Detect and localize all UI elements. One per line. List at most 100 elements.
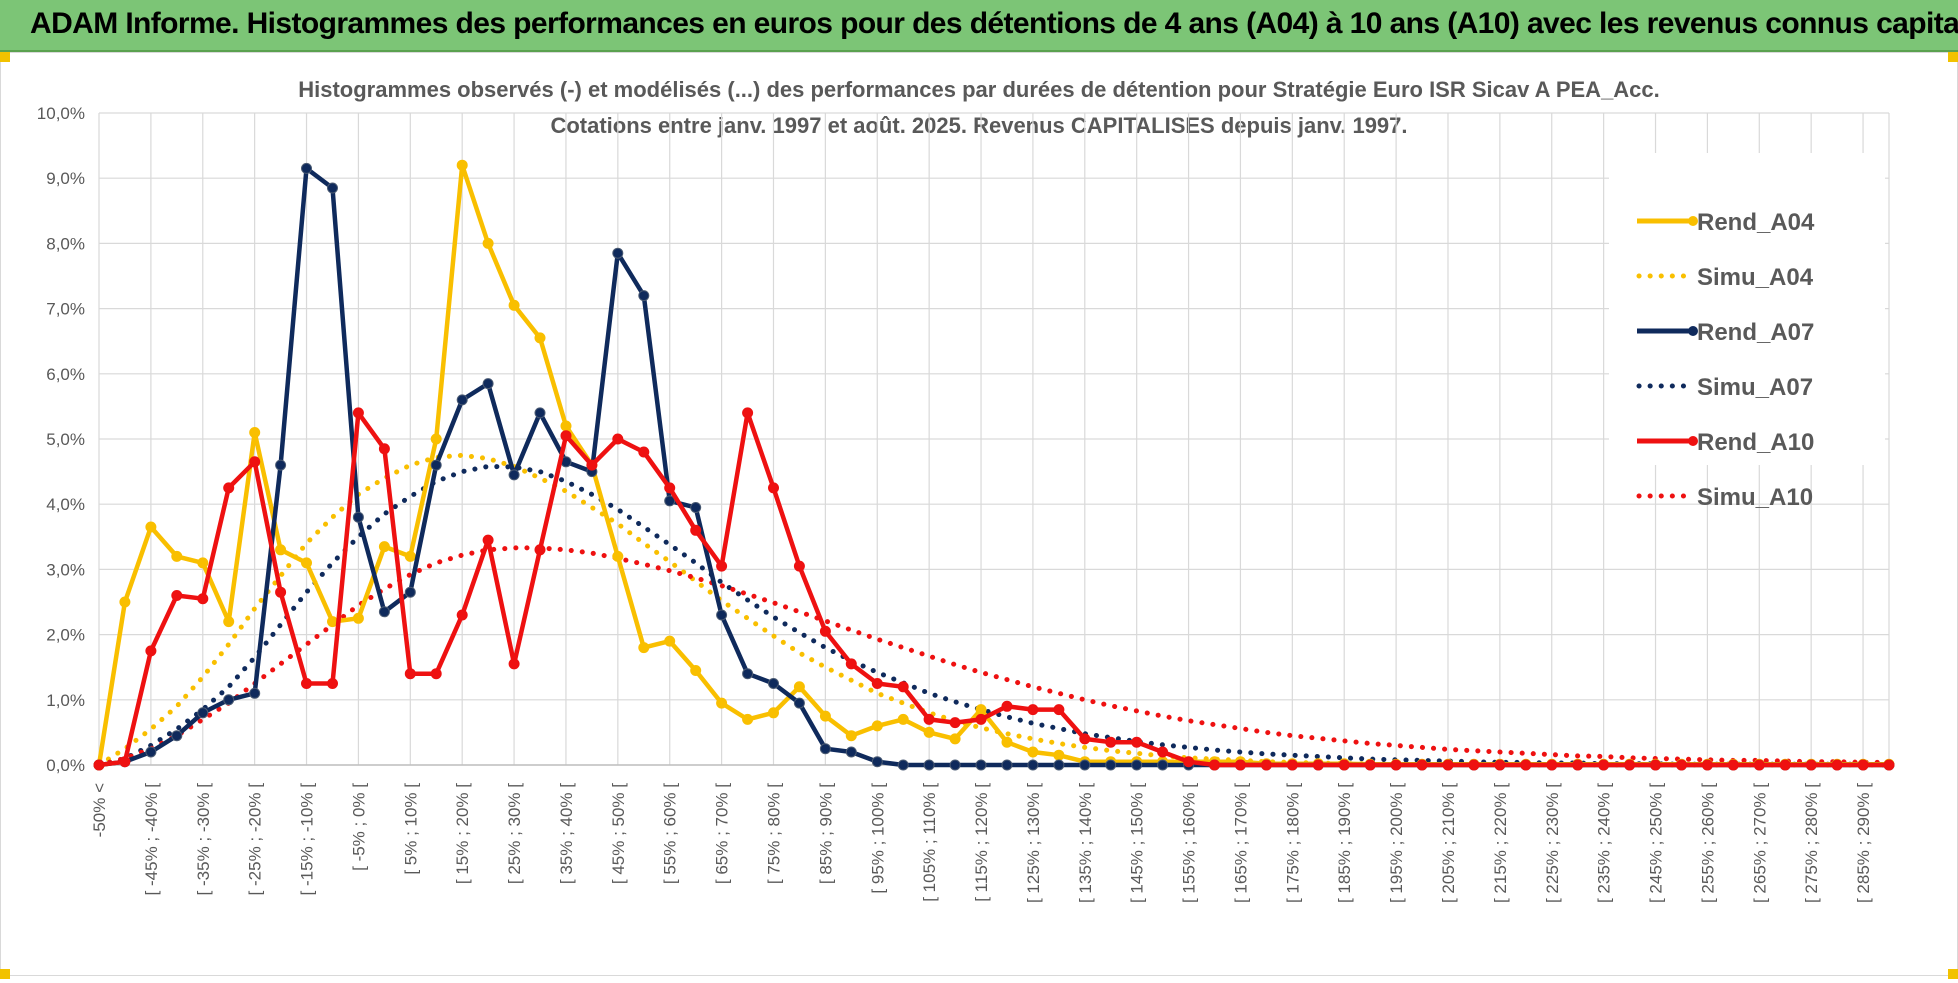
corner-mark-bottom-right xyxy=(1948,969,1958,979)
data-point-rend-a04 xyxy=(378,541,390,553)
data-point-rend-a10 xyxy=(1883,759,1895,771)
data-point-rend-a07 xyxy=(1131,759,1143,771)
data-point-rend-a04 xyxy=(560,420,572,432)
data-point-rend-a04 xyxy=(223,616,235,628)
series-line-rend-a10 xyxy=(98,410,1889,768)
data-point-rend-a10 xyxy=(1312,759,1324,771)
data-point-rend-a04 xyxy=(145,521,157,533)
data-point-rend-a10 xyxy=(1779,759,1791,771)
legend-label-simu-a10: Simu_A10 xyxy=(1697,484,1813,511)
data-point-rend-a04 xyxy=(923,726,935,738)
data-point-rend-a04 xyxy=(793,681,805,693)
legend-marker-rend-a10 xyxy=(1688,436,1698,446)
x-tick-label: [ 85% ; 90% [ xyxy=(816,783,835,884)
data-point-rend-a07 xyxy=(1027,759,1039,771)
data-point-rend-a10 xyxy=(404,668,416,680)
data-point-rend-a04 xyxy=(404,550,416,562)
data-point-rend-a10 xyxy=(1676,759,1687,771)
data-point-rend-a10 xyxy=(456,609,468,621)
x-tick-label: [ 25% ; 30% [ xyxy=(505,783,524,884)
data-point-rend-a07 xyxy=(768,678,779,689)
data-point-rend-a07 xyxy=(430,459,442,471)
data-point-rend-a04 xyxy=(456,159,468,171)
data-point-rend-a10 xyxy=(1338,759,1350,771)
data-point-rend-a10 xyxy=(638,446,650,458)
data-point-rend-a07 xyxy=(664,495,676,507)
data-point-rend-a04 xyxy=(119,596,131,608)
data-point-rend-a07 xyxy=(923,759,935,771)
data-point-rend-a04 xyxy=(301,557,312,569)
data-point-rend-a04 xyxy=(819,710,831,722)
data-point-rend-a04 xyxy=(482,237,494,249)
y-tick-label: 3,0% xyxy=(46,560,85,579)
x-tick-label: [ -35% ; -30% [ xyxy=(194,783,213,896)
data-point-rend-a10 xyxy=(1131,736,1143,748)
chart-area: Histogrammes observés (-) et modélisés (… xyxy=(0,52,1958,976)
data-point-rend-a10 xyxy=(897,681,909,693)
data-point-rend-a10 xyxy=(171,590,183,601)
data-point-rend-a07 xyxy=(1001,759,1013,771)
x-tick-label: [ -25% ; -20% [ xyxy=(246,783,265,896)
data-point-rend-a04 xyxy=(197,557,209,569)
data-point-rend-a04 xyxy=(871,720,883,732)
data-point-rend-a10 xyxy=(1831,759,1843,771)
data-point-rend-a10 xyxy=(1468,759,1480,771)
x-tick-label: [ 95% ; 100% [ xyxy=(868,783,887,894)
y-tick-label: 9,0% xyxy=(46,169,85,188)
data-point-rend-a04 xyxy=(1027,746,1039,758)
data-point-rend-a04 xyxy=(949,733,961,745)
x-tick-label: [ 175% ; 180% [ xyxy=(1283,783,1302,903)
data-point-rend-a10 xyxy=(1598,759,1610,771)
x-tick-label: [ 125% ; 130% [ xyxy=(1024,783,1043,903)
data-point-rend-a07 xyxy=(1079,759,1091,771)
x-tick-label: [ 135% ; 140% [ xyxy=(1076,783,1095,903)
data-point-rend-a07 xyxy=(1157,759,1169,771)
data-point-rend-a07 xyxy=(793,697,805,709)
data-point-rend-a10 xyxy=(145,645,157,657)
data-point-rend-a07 xyxy=(456,394,468,406)
data-point-rend-a07 xyxy=(223,694,235,706)
data-point-rend-a10 xyxy=(430,668,442,680)
data-point-rend-a04 xyxy=(742,713,754,725)
data-point-rend-a10 xyxy=(1001,700,1013,712)
x-tick-label: [ 215% ; 220% [ xyxy=(1491,783,1510,903)
data-point-rend-a10 xyxy=(664,482,676,494)
data-point-rend-a04 xyxy=(1001,736,1013,748)
data-point-rend-a10 xyxy=(1390,759,1402,771)
data-point-rend-a10 xyxy=(1442,759,1454,771)
data-point-rend-a04 xyxy=(171,550,183,562)
x-axis-ticks: -50% < [ -45% ; -40% [[ -35% ; -30% [[ -2… xyxy=(90,783,1873,903)
data-point-rend-a07 xyxy=(975,759,987,771)
x-tick-label: [ 105% ; 110% [ xyxy=(920,783,939,902)
series-line-simu-a10 xyxy=(96,545,1892,768)
legend-box xyxy=(1609,153,1885,465)
data-point-rend-a10 xyxy=(975,713,987,725)
data-point-rend-a07 xyxy=(404,586,416,598)
data-point-rend-a10 xyxy=(1857,759,1869,771)
data-point-rend-a10 xyxy=(1494,759,1506,771)
data-point-rend-a07 xyxy=(1105,759,1117,771)
x-tick-label: [ 155% ; 160% [ xyxy=(1180,783,1199,903)
data-point-rend-a07 xyxy=(819,743,831,755)
data-point-rend-a04 xyxy=(768,707,779,719)
data-point-rend-a10 xyxy=(768,482,779,494)
data-point-rend-a10 xyxy=(845,658,857,670)
corner-mark-top-left xyxy=(0,52,10,62)
data-point-rend-a07 xyxy=(327,182,338,194)
y-tick-label: 0,0% xyxy=(46,756,85,775)
y-tick-label: 8,0% xyxy=(46,234,85,253)
x-tick-label: [ 65% ; 70% [ xyxy=(713,783,732,884)
x-tick-label: [ 145% ; 150% [ xyxy=(1128,783,1147,903)
y-tick-label: 2,0% xyxy=(46,626,85,645)
data-point-rend-a04 xyxy=(534,332,546,344)
data-point-rend-a04 xyxy=(508,299,520,311)
data-point-rend-a07 xyxy=(871,756,883,768)
data-point-rend-a10 xyxy=(1234,759,1246,771)
data-point-rend-a10 xyxy=(327,678,338,689)
data-point-rend-a10 xyxy=(1520,759,1532,771)
x-tick-label: [ -15% ; -10% [ xyxy=(298,783,317,896)
data-point-rend-a07 xyxy=(690,502,702,513)
data-point-rend-a10 xyxy=(352,407,364,419)
x-tick-label: [ 165% ; 170% [ xyxy=(1231,783,1250,903)
data-point-rend-a10 xyxy=(93,759,105,771)
